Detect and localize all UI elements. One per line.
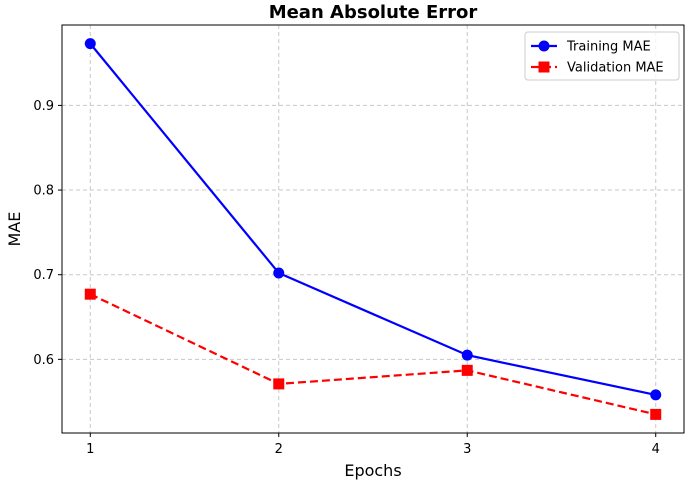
legend-label-1: Training MAE bbox=[566, 40, 651, 55]
grid bbox=[62, 25, 684, 433]
y-tick-label: 0.9 bbox=[33, 99, 54, 114]
series-1-point bbox=[84, 38, 96, 50]
plot-frame bbox=[61, 24, 685, 434]
legend-marker-1 bbox=[538, 40, 550, 52]
legend-box bbox=[524, 31, 680, 81]
series-layer bbox=[84, 38, 662, 420]
legend-label-2: Validation MAE bbox=[567, 61, 664, 76]
x-tick-label: 1 bbox=[86, 442, 94, 457]
x-tick-label: 2 bbox=[275, 442, 283, 457]
y-tick-label: 0.6 bbox=[33, 353, 54, 368]
legend: Training MAE Validation MAE bbox=[524, 31, 680, 81]
chart-title: Mean Absolute Error bbox=[269, 2, 478, 23]
x-tick-label: 4 bbox=[652, 442, 660, 457]
y-tick-label: 0.7 bbox=[33, 268, 54, 283]
y-axis-label: MAE bbox=[5, 212, 24, 247]
series-1-point bbox=[461, 349, 473, 361]
series-1-point bbox=[273, 267, 285, 279]
series-2-point bbox=[650, 408, 662, 420]
series-line-1 bbox=[89, 42, 656, 396]
x-tick-label: 3 bbox=[463, 442, 471, 457]
series-2-point bbox=[273, 378, 285, 390]
series-1-point bbox=[650, 389, 662, 401]
series-line-2 bbox=[89, 293, 656, 416]
axis-ticks: 1 2 3 4 0.6 0.7 0.8 0.9 bbox=[33, 99, 660, 457]
legend-marker-2 bbox=[538, 61, 550, 73]
y-tick-label: 0.8 bbox=[33, 184, 54, 199]
series-2-point bbox=[461, 364, 473, 376]
series-2-point bbox=[84, 288, 96, 300]
x-axis-label: Epochs bbox=[344, 461, 401, 480]
